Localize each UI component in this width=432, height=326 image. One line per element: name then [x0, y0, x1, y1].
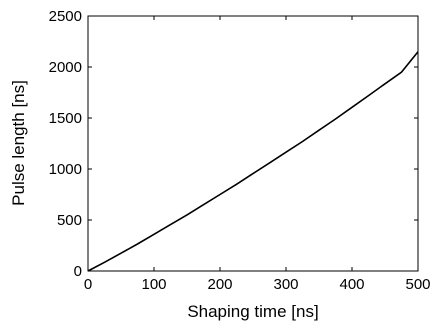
x-tick-label: 400: [339, 276, 364, 293]
x-tick-label: 100: [141, 276, 166, 293]
x-axis-ticks: 0 100 200 300 400 500: [84, 16, 431, 293]
x-tick-label: 200: [207, 276, 232, 293]
x-tick-label: 0: [84, 276, 92, 293]
series-line: [87, 51, 419, 272]
y-tick-label: 500: [57, 212, 82, 229]
y-tick-label: 1000: [49, 161, 82, 178]
y-axis-ticks: 0 500 1000 1500 2000 2500: [49, 8, 418, 280]
x-axis-title: Shaping time [ns]: [187, 302, 318, 321]
y-tick-label: 0: [74, 263, 82, 280]
y-axis-title: Pulse length [ns]: [9, 80, 28, 206]
x-tick-label: 500: [405, 276, 430, 293]
y-tick-label: 1500: [49, 110, 82, 127]
x-tick-label: 300: [273, 276, 298, 293]
y-tick-label: 2000: [49, 59, 82, 76]
y-tick-label: 2500: [49, 8, 82, 25]
plot-area: [87, 15, 419, 272]
